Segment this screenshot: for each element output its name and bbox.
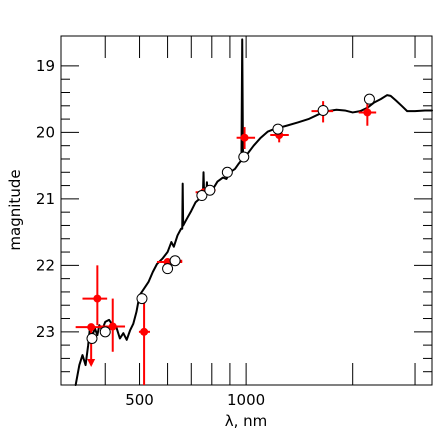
observed-point — [236, 127, 256, 150]
y-tick-label: 21 — [36, 190, 55, 208]
axis-ticks — [61, 36, 432, 385]
observed-marker — [87, 323, 96, 332]
observed-point — [358, 102, 377, 126]
model-marker — [196, 190, 208, 202]
model-marker — [272, 123, 284, 135]
y-tick-label: 19 — [36, 57, 55, 75]
x-tick-label: 500 — [125, 391, 154, 409]
model-marker — [99, 326, 111, 338]
plot-frame — [60, 35, 433, 386]
x-tick-label: 1000 — [227, 391, 265, 409]
y-tick-label: 23 — [36, 323, 55, 341]
spectrum-series — [74, 38, 433, 386]
upper-limit-arrow — [87, 359, 96, 368]
observed-marker — [93, 294, 102, 303]
spectrum-line — [74, 38, 433, 386]
model-marker — [136, 293, 148, 305]
observed-point — [82, 265, 108, 326]
model-marker — [162, 263, 174, 275]
y-tick-label: 22 — [36, 256, 55, 274]
model-marker — [86, 332, 98, 344]
model-marker — [169, 255, 181, 267]
observed-marker — [140, 327, 149, 336]
x-axis-title: λ, nm — [225, 412, 268, 430]
model-marker — [238, 151, 250, 163]
observed-marker — [108, 322, 117, 331]
model-series — [86, 93, 375, 344]
observed-marker — [363, 108, 372, 117]
tick-labels: 500 1000 19 20 21 22 23 — [36, 57, 265, 409]
y-tick-label: 20 — [36, 123, 55, 141]
observed-point — [138, 301, 150, 385]
y-axis-title: magnitude — [6, 169, 24, 250]
model-marker — [363, 93, 375, 105]
model-marker — [204, 184, 216, 196]
model-marker — [221, 166, 233, 178]
observed-marker — [240, 133, 249, 142]
observed-point — [99, 298, 126, 352]
model-marker — [317, 104, 329, 116]
observed-series — [75, 101, 377, 385]
